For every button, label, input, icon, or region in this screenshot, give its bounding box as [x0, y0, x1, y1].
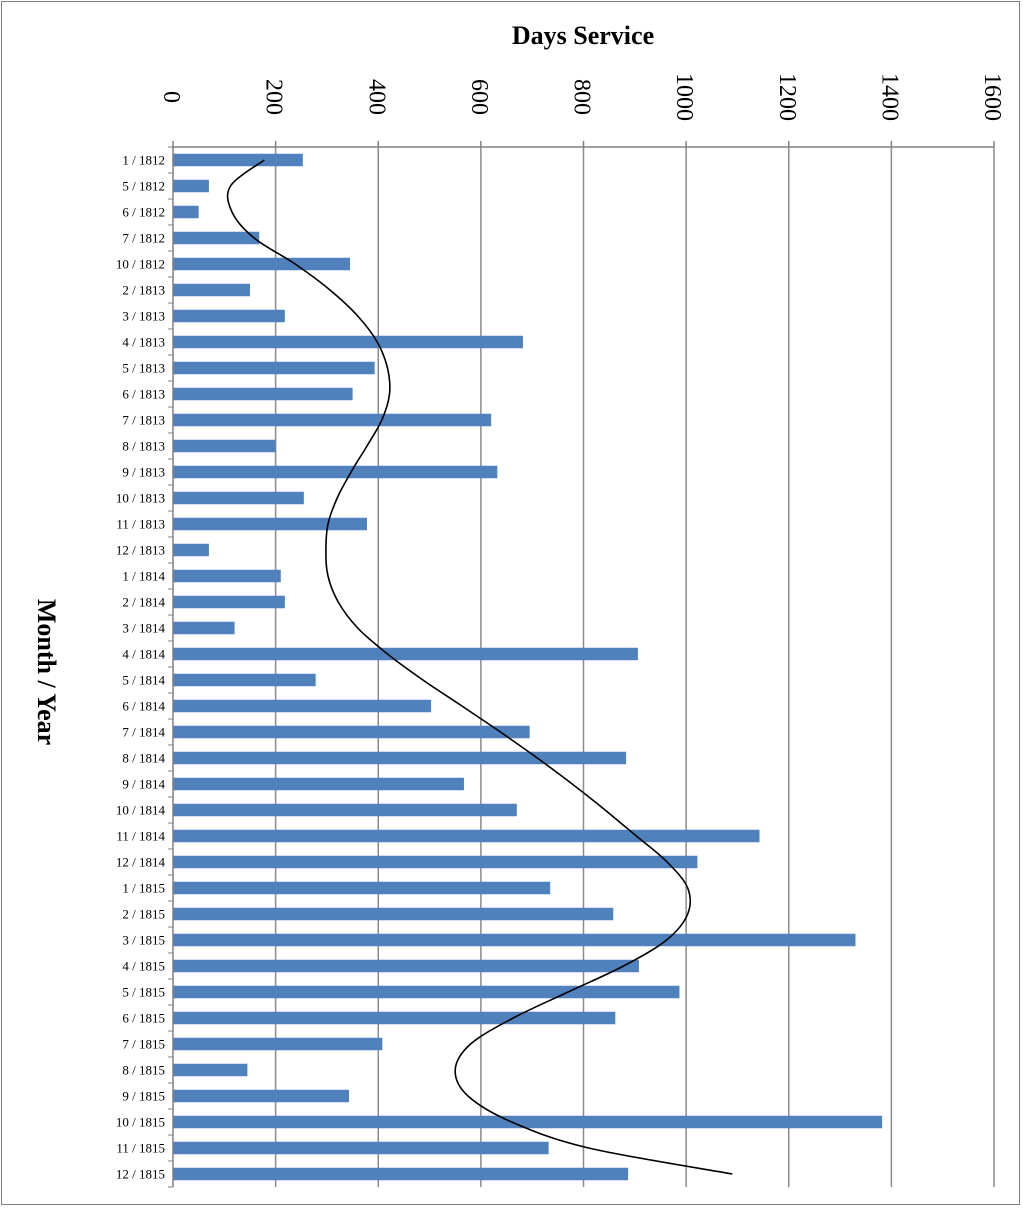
y-tick-label: 3 / 1814: [122, 621, 165, 636]
bar: [173, 803, 517, 817]
bar: [173, 1063, 248, 1077]
bar: [173, 387, 353, 401]
y-tick-label: 1 / 1814: [122, 569, 165, 584]
y-tick-label: 7 / 1812: [122, 231, 165, 246]
y-tick-label: 2 / 1814: [122, 595, 165, 610]
y-tick-label: 10 / 1815: [116, 1115, 165, 1130]
bar: [173, 881, 551, 895]
bar: [173, 465, 498, 479]
bar: [173, 699, 432, 713]
bar: [173, 959, 639, 973]
y-tick-label: 9 / 1813: [122, 465, 165, 480]
x-tick-label: 200: [261, 79, 287, 115]
bar: [173, 647, 638, 661]
bar: [173, 309, 285, 323]
x-tick-label: 600: [466, 79, 492, 115]
x-tick-label: 1400: [876, 73, 902, 121]
bar: [173, 1115, 883, 1129]
bar: [173, 595, 285, 609]
y-tick-label: 2 / 1815: [122, 907, 165, 922]
bar: [173, 231, 260, 245]
y-tick-label: 5 / 1812: [122, 179, 165, 194]
y-tick-label: 6 / 1812: [122, 205, 165, 220]
y-tick-label: 3 / 1815: [122, 933, 165, 948]
bar: [173, 933, 856, 947]
x-tick-label: 800: [569, 79, 595, 115]
bar: [173, 1089, 350, 1103]
y-tick-label: 9 / 1814: [122, 777, 165, 792]
bar: [173, 335, 523, 349]
bar: [173, 1037, 383, 1051]
y-tick-label: 5 / 1815: [122, 985, 165, 1000]
y-tick-label: 12 / 1813: [116, 543, 165, 558]
bar: [173, 283, 250, 297]
bar: [173, 907, 614, 921]
y-tick-label: 4 / 1814: [122, 647, 165, 662]
y-tick-label: 3 / 1813: [122, 309, 165, 324]
y-tick-label: 10 / 1814: [116, 803, 166, 818]
bar: [173, 257, 351, 271]
x-axis-title: Days Service: [512, 21, 654, 50]
bar: [173, 361, 375, 375]
y-tick-label: 12 / 1815: [116, 1167, 165, 1182]
y-axis-title: Month / Year: [32, 599, 61, 745]
y-tick-label: 4 / 1815: [122, 959, 165, 974]
bar: [173, 569, 281, 583]
y-tick-label: 12 / 1814: [116, 855, 166, 870]
x-tick-label: 1200: [774, 73, 800, 121]
y-tick-label: 7 / 1815: [122, 1037, 165, 1052]
y-tick-label: 6 / 1814: [122, 699, 165, 714]
bar: [173, 673, 316, 687]
bar: [173, 1141, 549, 1155]
bar: [173, 179, 209, 193]
y-tick-label: 1 / 1812: [122, 153, 165, 168]
y-tick-label: 7 / 1814: [122, 725, 165, 740]
y-tick-label: 10 / 1813: [116, 491, 165, 506]
bar: [173, 205, 199, 219]
y-tick-label: 7 / 1813: [122, 413, 165, 428]
y-tick-label: 9 / 1815: [122, 1089, 165, 1104]
gridlines: [274, 147, 995, 1187]
bars: [173, 153, 883, 1181]
bar: [173, 153, 303, 167]
y-tick-label: 8 / 1814: [122, 751, 165, 766]
y-tick-label: 5 / 1813: [122, 361, 165, 376]
x-tick-labels: 0 200 400 600 800 1000 1200 1400 1600: [158, 73, 1005, 147]
x-tick-label: 1600: [979, 73, 1005, 121]
bar: [173, 543, 209, 557]
bar: [173, 491, 304, 505]
y-tick-label: 11 / 1814: [116, 829, 165, 844]
y-tick-labels: 1 / 1812 5 / 1812 6 / 1812 7 / 1812 10 / 181…: [116, 146, 173, 1188]
bar: [173, 439, 276, 453]
x-tick-label: 0: [158, 91, 184, 103]
bar: [173, 1011, 616, 1025]
y-tick-label: 6 / 1815: [122, 1011, 165, 1026]
y-tick-label: 10 / 1812: [116, 257, 165, 272]
x-tick-label: 400: [363, 79, 389, 115]
y-tick-label: 8 / 1815: [122, 1063, 165, 1078]
y-tick-label: 11 / 1815: [116, 1141, 165, 1156]
bar: [173, 725, 530, 739]
trendline: [226, 159, 733, 1175]
y-tick-label: 4 / 1813: [122, 335, 165, 350]
bar: [173, 413, 492, 427]
y-tick-label: 5 / 1814: [122, 673, 165, 688]
y-tick-label: 2 / 1813: [122, 283, 165, 298]
bar: [173, 751, 627, 765]
bar: [173, 1167, 629, 1181]
bar: [173, 855, 698, 869]
x-tick-label: 1000: [671, 73, 697, 121]
bar: [173, 985, 680, 999]
bar: [173, 829, 760, 843]
bar: [173, 621, 235, 635]
y-tick-label: 8 / 1813: [122, 439, 165, 454]
y-tick-label: 1 / 1815: [122, 881, 165, 896]
bar: [173, 517, 367, 531]
y-tick-label: 11 / 1813: [116, 517, 165, 532]
bar: [173, 777, 464, 791]
y-tick-label: 6 / 1813: [122, 387, 165, 402]
